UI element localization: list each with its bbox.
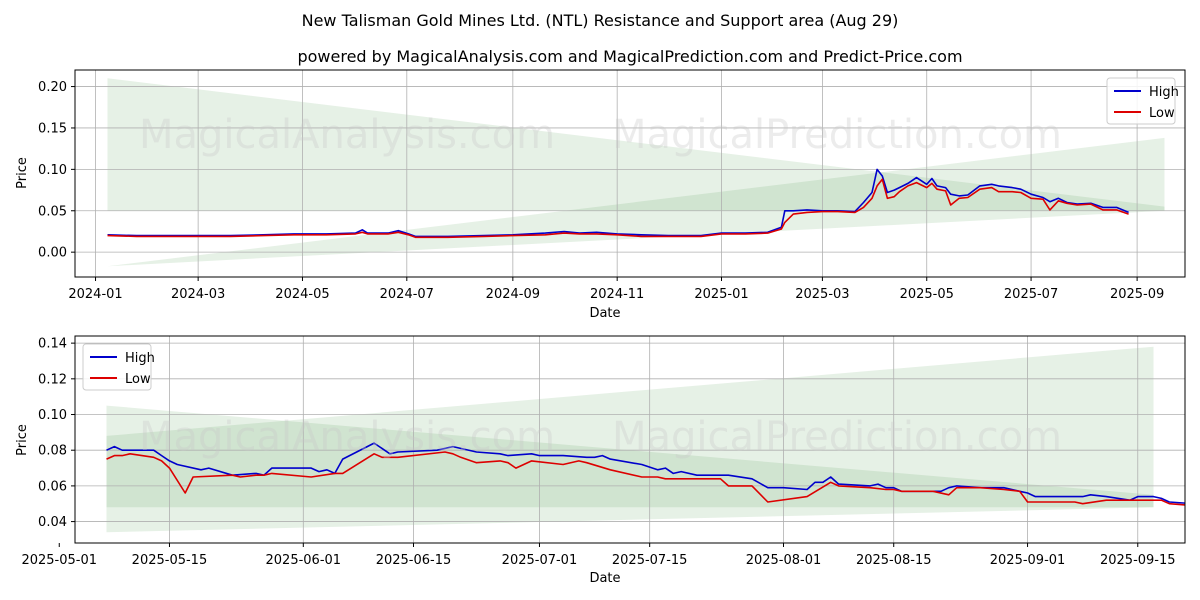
chart-subtitle: powered by MagicalAnalysis.com and Magic… xyxy=(297,47,962,66)
legend: High Low xyxy=(1106,77,1179,125)
series-line-low xyxy=(107,178,1129,239)
x-tick-label: 2025-09 xyxy=(1110,287,1164,302)
legend-label-high: High xyxy=(125,351,155,366)
x-tick-label: 2025-05-01 xyxy=(21,553,97,568)
x-tick-label: 2024-11 xyxy=(590,287,644,302)
x-tick-label: 2025-01 xyxy=(694,287,748,302)
x-tick-label: 2024-05 xyxy=(275,287,329,302)
x-tick-label: 2025-06-15 xyxy=(376,553,452,568)
legend-label-low: Low xyxy=(1149,106,1175,121)
plot-background xyxy=(75,336,1185,543)
chart-title: New Talisman Gold Mines Ltd. (NTL) Resis… xyxy=(302,11,899,30)
x-tick-label: 2024-09 xyxy=(486,287,540,302)
legend: High Low xyxy=(82,343,155,391)
x-tick-label: 2025-07-01 xyxy=(502,553,578,568)
x-tick-label: 2025-08-15 xyxy=(856,553,932,568)
legend-label-high: High xyxy=(1149,85,1179,100)
y-tick-label: 0.10 xyxy=(38,408,67,423)
watermark-text: MagicalPrediction.com xyxy=(612,112,1062,158)
band-area-1 xyxy=(107,78,1165,211)
plot-frame xyxy=(74,335,1186,544)
y-tick-label: 0.04 xyxy=(38,515,67,530)
y-tick-label: 0.05 xyxy=(38,204,67,219)
y-tick-label: 0.08 xyxy=(38,444,67,459)
x-tick-label: 2025-06-01 xyxy=(266,553,342,568)
band-area-1 xyxy=(106,405,1154,508)
y-tick-label: 0.14 xyxy=(38,337,67,352)
legend-label-low: Low xyxy=(125,372,151,387)
y-tick-label: 0.06 xyxy=(38,479,67,494)
x-tick-label: 2024-07 xyxy=(380,287,434,302)
x-tick-label: 2025-07 xyxy=(1004,287,1058,302)
x-axis-label: Date xyxy=(589,306,620,321)
x-tick-label: 2025-07-15 xyxy=(612,553,688,568)
x-axis-label: Date xyxy=(589,571,620,586)
x-tick-label: 2025-09-01 xyxy=(990,553,1066,568)
top-panel: MagicalAnalysis.com MagicalPrediction.com… xyxy=(15,69,1186,321)
y-tick-label: 0.00 xyxy=(38,246,67,261)
x-tick-label: 2024-01 xyxy=(68,287,122,302)
y-tick-label: 0.12 xyxy=(38,372,67,387)
series-line-low xyxy=(106,451,1185,506)
plot-background xyxy=(75,70,1185,277)
y-axis-label: Price xyxy=(15,424,30,456)
watermark-text: MagicalAnalysis.com xyxy=(139,414,555,460)
y-tick-label: 0.20 xyxy=(38,80,67,95)
y-tick-label: 0.10 xyxy=(38,163,67,178)
x-tick-label: 2025-09-15 xyxy=(1100,553,1176,568)
x-tick-label: 2025-08-01 xyxy=(746,553,822,568)
x-tick-label: 2024-03 xyxy=(171,287,225,302)
x-tick-label: 2025-05-15 xyxy=(132,553,208,568)
series-line-high xyxy=(106,442,1185,504)
y-axis-label: Price xyxy=(15,157,30,189)
x-tick-label: 2025-03 xyxy=(795,287,849,302)
watermark-text: MagicalPrediction.com xyxy=(612,414,1062,460)
y-tick-label: 0.15 xyxy=(38,121,67,136)
plot-frame xyxy=(74,69,1186,278)
x-tick-label: 2025-05 xyxy=(900,287,954,302)
watermark-text: MagicalAnalysis.com xyxy=(139,112,555,158)
bottom-panel: MagicalAnalysis.com MagicalPrediction.com… xyxy=(15,335,1186,586)
